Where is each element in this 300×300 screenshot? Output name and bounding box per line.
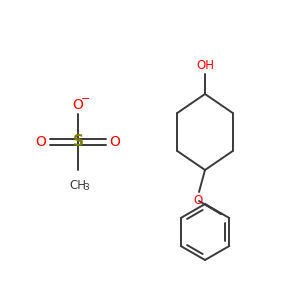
Text: O: O	[194, 194, 202, 207]
Text: 3: 3	[83, 183, 89, 192]
Text: O: O	[36, 135, 46, 149]
Text: O: O	[73, 98, 83, 112]
Text: CH: CH	[70, 179, 86, 192]
Text: OH: OH	[196, 59, 214, 72]
Text: O: O	[110, 135, 120, 149]
Text: −: −	[81, 94, 91, 104]
Text: S: S	[73, 134, 83, 149]
